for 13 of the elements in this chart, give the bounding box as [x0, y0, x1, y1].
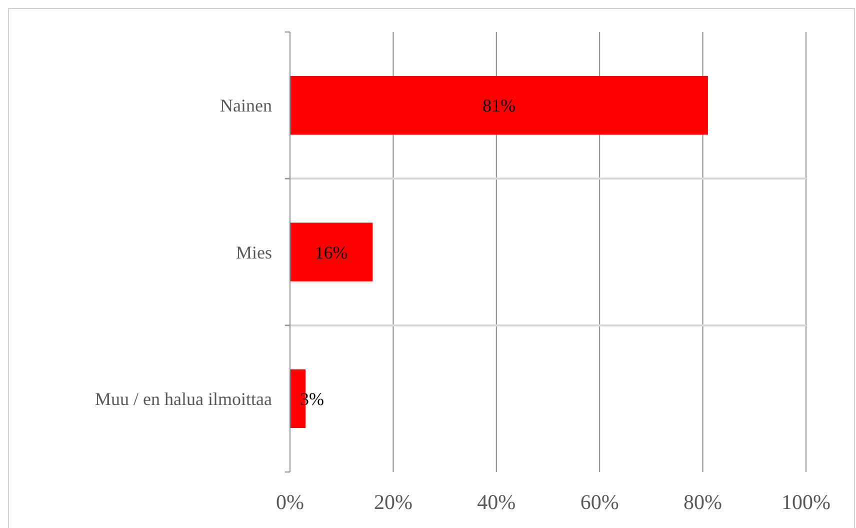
bar: [290, 76, 708, 135]
x-tick-label: 40%: [477, 490, 516, 514]
data-label: 16%: [314, 242, 348, 262]
x-tick-label: 0%: [276, 490, 304, 514]
y-tick-label: Muu / en halua ilmoittaa: [95, 388, 272, 409]
x-tick-label: 20%: [374, 490, 412, 514]
y-tick-label: Nainen: [220, 96, 272, 116]
y-tick-label: Mies: [236, 242, 272, 262]
bar: [290, 222, 373, 282]
x-tick-label: 80%: [684, 490, 722, 514]
data-label: 81%: [482, 96, 516, 116]
x-tick-label: 100%: [782, 490, 830, 514]
x-tick-label: 60%: [580, 490, 619, 514]
